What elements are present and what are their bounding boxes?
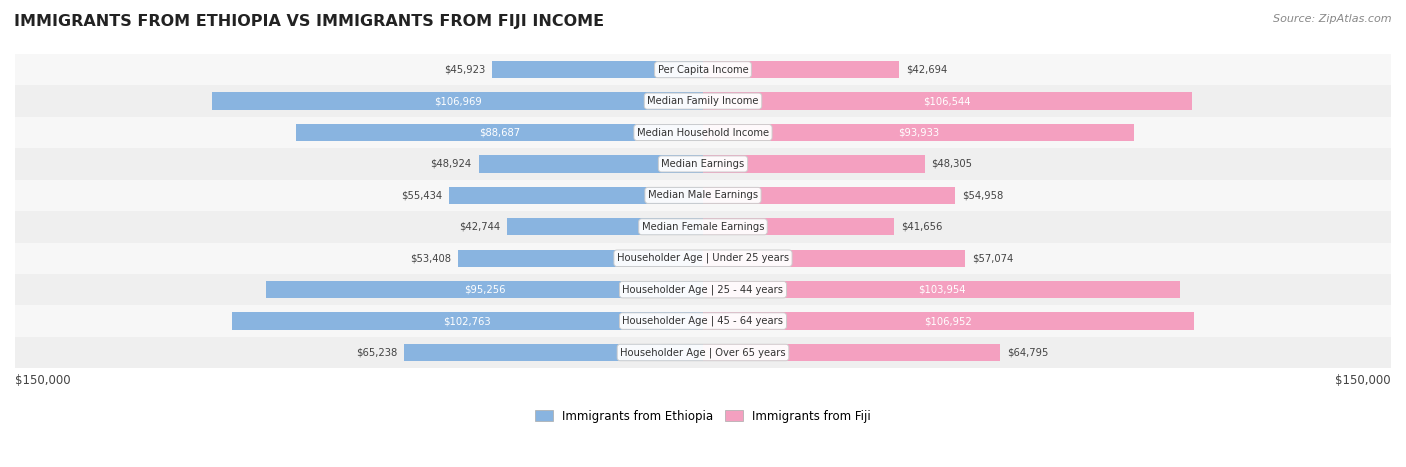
- Bar: [703, 187, 955, 204]
- Text: $65,238: $65,238: [356, 347, 396, 358]
- Text: $55,434: $55,434: [401, 191, 441, 200]
- Bar: [404, 344, 703, 361]
- Text: $102,763: $102,763: [443, 316, 491, 326]
- Text: Median Household Income: Median Household Income: [637, 127, 769, 138]
- Text: $53,408: $53,408: [411, 253, 451, 263]
- Text: $42,694: $42,694: [905, 65, 948, 75]
- Bar: [508, 218, 703, 235]
- Text: Householder Age | 45 - 64 years: Householder Age | 45 - 64 years: [623, 316, 783, 326]
- Bar: [15, 54, 1391, 85]
- Bar: [703, 249, 965, 267]
- Text: $48,305: $48,305: [931, 159, 973, 169]
- Text: Per Capita Income: Per Capita Income: [658, 65, 748, 75]
- Text: $54,958: $54,958: [962, 191, 1004, 200]
- Text: $88,687: $88,687: [479, 127, 520, 138]
- Bar: [703, 281, 1180, 298]
- Bar: [703, 124, 1133, 141]
- Text: $41,656: $41,656: [901, 222, 942, 232]
- Bar: [458, 249, 703, 267]
- Text: Householder Age | Under 25 years: Householder Age | Under 25 years: [617, 253, 789, 263]
- Bar: [703, 92, 1192, 110]
- Bar: [703, 156, 925, 173]
- Bar: [478, 156, 703, 173]
- Text: Median Earnings: Median Earnings: [661, 159, 745, 169]
- Bar: [703, 218, 894, 235]
- Text: $48,924: $48,924: [430, 159, 472, 169]
- Bar: [212, 92, 703, 110]
- Text: Median Male Earnings: Median Male Earnings: [648, 191, 758, 200]
- Text: $64,795: $64,795: [1007, 347, 1049, 358]
- Bar: [15, 305, 1391, 337]
- Text: Householder Age | 25 - 44 years: Householder Age | 25 - 44 years: [623, 284, 783, 295]
- Bar: [15, 274, 1391, 305]
- Text: $150,000: $150,000: [15, 374, 70, 387]
- Bar: [15, 148, 1391, 180]
- Text: $93,933: $93,933: [898, 127, 939, 138]
- Text: $106,952: $106,952: [924, 316, 972, 326]
- Bar: [232, 312, 703, 330]
- Text: IMMIGRANTS FROM ETHIOPIA VS IMMIGRANTS FROM FIJI INCOME: IMMIGRANTS FROM ETHIOPIA VS IMMIGRANTS F…: [14, 14, 605, 29]
- Text: Median Family Income: Median Family Income: [647, 96, 759, 106]
- Bar: [703, 61, 898, 78]
- Bar: [297, 124, 703, 141]
- Text: Source: ZipAtlas.com: Source: ZipAtlas.com: [1274, 14, 1392, 24]
- Bar: [266, 281, 703, 298]
- Text: $95,256: $95,256: [464, 285, 505, 295]
- Text: $106,544: $106,544: [924, 96, 972, 106]
- Legend: Immigrants from Ethiopia, Immigrants from Fiji: Immigrants from Ethiopia, Immigrants fro…: [530, 405, 876, 427]
- Bar: [15, 337, 1391, 368]
- Bar: [15, 211, 1391, 242]
- Bar: [492, 61, 703, 78]
- Bar: [15, 85, 1391, 117]
- Text: $57,074: $57,074: [972, 253, 1012, 263]
- Bar: [15, 242, 1391, 274]
- Text: Householder Age | Over 65 years: Householder Age | Over 65 years: [620, 347, 786, 358]
- Bar: [703, 312, 1194, 330]
- Text: $42,744: $42,744: [458, 222, 501, 232]
- Bar: [15, 117, 1391, 148]
- Text: $45,923: $45,923: [444, 65, 485, 75]
- Bar: [703, 344, 1000, 361]
- Text: $103,954: $103,954: [918, 285, 965, 295]
- Text: $106,969: $106,969: [434, 96, 482, 106]
- Bar: [15, 180, 1391, 211]
- Text: Median Female Earnings: Median Female Earnings: [641, 222, 765, 232]
- Bar: [449, 187, 703, 204]
- Text: $150,000: $150,000: [1336, 374, 1391, 387]
